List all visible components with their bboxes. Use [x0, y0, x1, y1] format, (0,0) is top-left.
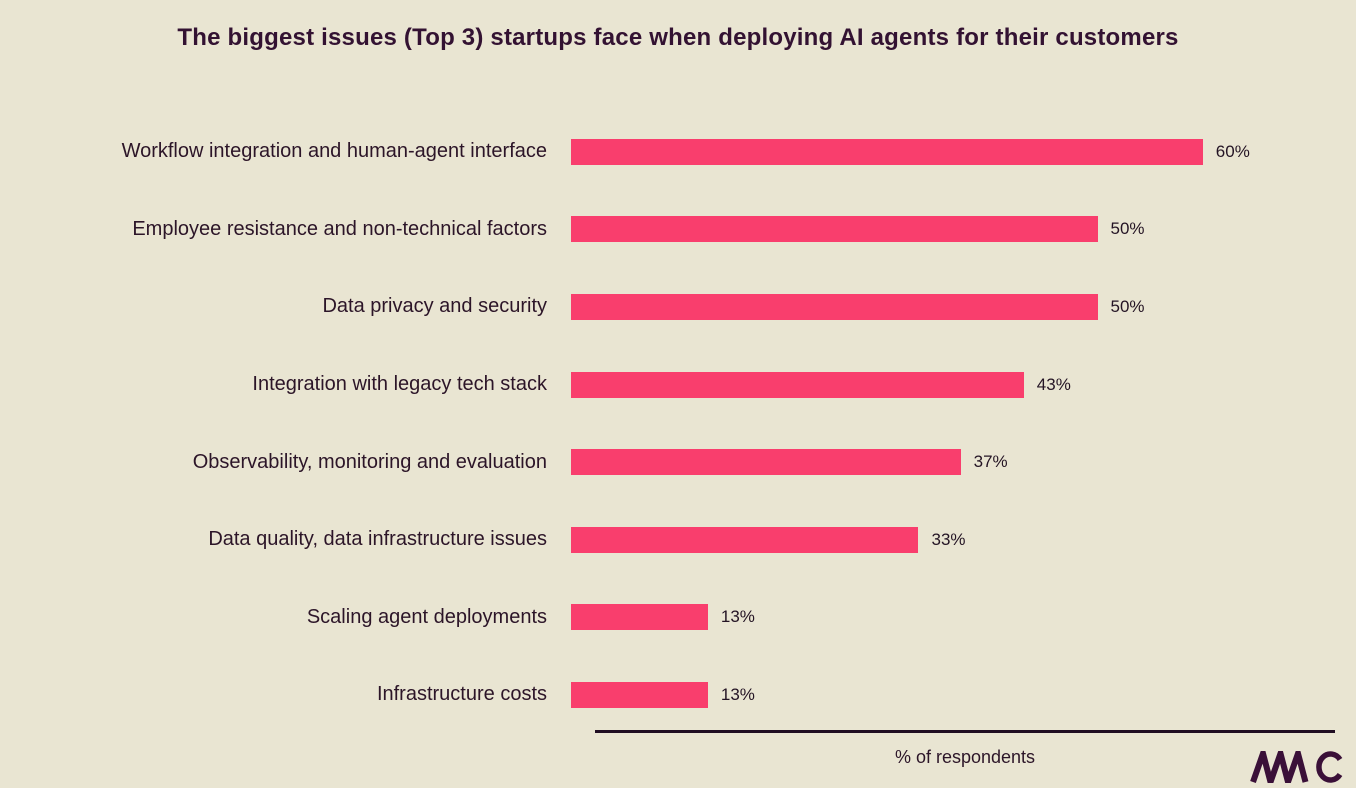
value-label: 50%: [1110, 296, 1145, 316]
bar-rows: Workflow integration and human-agent int…: [0, 113, 1356, 734]
value-label: 50%: [1110, 219, 1145, 239]
x-axis-line: [595, 730, 1335, 733]
value-label: 43%: [1036, 374, 1071, 394]
mmc-logo-icon: [1250, 751, 1343, 783]
bar: [571, 138, 1203, 165]
value-label: 37%: [973, 452, 1008, 472]
value-label: 13%: [720, 607, 755, 627]
bar-row: Integration with legacy tech stack 43%: [0, 346, 1356, 424]
bar-row: Infrastructure costs 13%: [0, 656, 1356, 734]
bar: [571, 526, 919, 553]
bar: [571, 371, 1024, 398]
value-label: 13%: [720, 684, 755, 704]
bar-row: Observability, monitoring and evaluation…: [0, 423, 1356, 501]
bar-row: Data quality, data infrastructure issues…: [0, 501, 1356, 579]
category-label: Scaling agent deployments: [306, 605, 547, 628]
bar: [571, 216, 1098, 243]
chart-title: The biggest issues (Top 3) startups face…: [177, 24, 1179, 51]
category-label: Workflow integration and human-agent int…: [121, 140, 547, 163]
category-label: Employee resistance and non-technical fa…: [132, 217, 547, 240]
category-label: Data quality, data infrastructure issues: [208, 528, 547, 551]
value-label: 60%: [1215, 141, 1250, 161]
bar: [571, 293, 1098, 320]
category-label: Infrastructure costs: [376, 683, 547, 706]
value-label: 33%: [931, 529, 966, 549]
category-label: Integration with legacy tech stack: [252, 373, 547, 396]
category-label: Data privacy and security: [322, 295, 547, 318]
bar-row: Workflow integration and human-agent int…: [0, 113, 1356, 191]
mmc-logo: [1250, 751, 1344, 783]
bar-row: Scaling agent deployments 13%: [0, 579, 1356, 657]
bar-row: Employee resistance and non-technical fa…: [0, 191, 1356, 269]
bar: [571, 681, 708, 708]
bar: [571, 449, 961, 476]
x-axis-label: % of respondents: [894, 747, 1036, 767]
category-label: Observability, monitoring and evaluation: [192, 450, 547, 473]
bar: [571, 604, 708, 631]
bar-row: Data privacy and security 50%: [0, 268, 1356, 346]
